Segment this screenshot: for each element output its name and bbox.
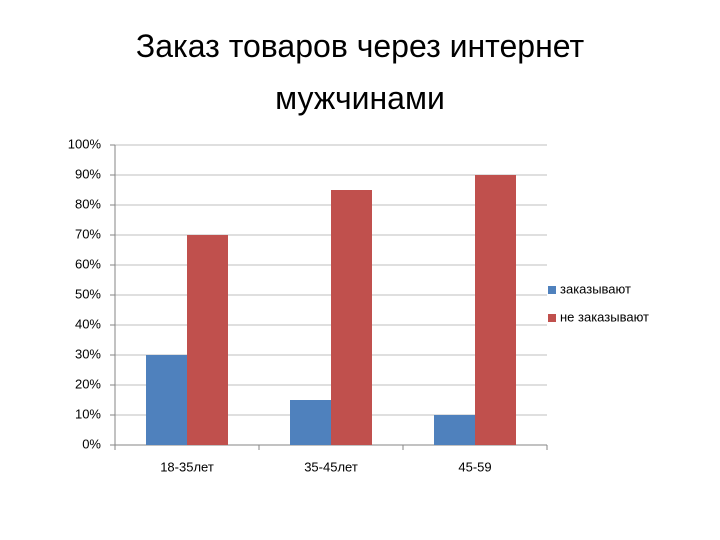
y-tick-label: 90% <box>75 166 101 181</box>
x-tick-label: 35-45лет <box>304 459 358 474</box>
legend-swatch <box>548 286 556 294</box>
bar <box>290 400 331 445</box>
y-tick-label: 100% <box>68 136 102 151</box>
x-tick-label: 18-35лет <box>160 459 214 474</box>
y-tick-label: 40% <box>75 316 101 331</box>
legend-swatch <box>548 314 556 322</box>
y-tick-label: 10% <box>75 406 101 421</box>
bar <box>475 175 516 445</box>
y-tick-label: 80% <box>75 196 101 211</box>
y-tick-label: 0% <box>82 436 101 451</box>
x-tick-label: 45-59 <box>458 459 491 474</box>
y-tick-label: 30% <box>75 346 101 361</box>
y-tick-label: 60% <box>75 256 101 271</box>
bar <box>146 355 187 445</box>
bar <box>434 415 475 445</box>
bar <box>187 235 228 445</box>
y-tick-label: 20% <box>75 376 101 391</box>
y-tick-label: 50% <box>75 286 101 301</box>
legend-label: не заказывают <box>560 309 649 324</box>
chart-title: Заказ товаров через интернет мужчинами <box>135 28 585 116</box>
y-tick-label: 70% <box>75 226 101 241</box>
legend-label: заказывают <box>560 281 631 296</box>
bar <box>331 190 372 445</box>
